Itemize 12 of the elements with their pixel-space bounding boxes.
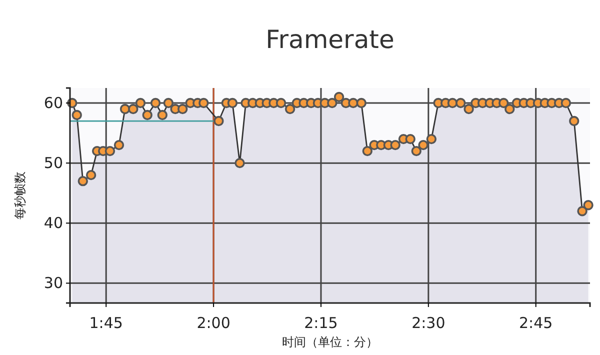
y-tick-label: 40 (44, 214, 63, 232)
y-tick-label: 30 (44, 274, 63, 292)
x-tick-label: 2:45 (519, 314, 553, 332)
x-tick-label: 2:30 (412, 314, 446, 332)
chart-title: Framerate (266, 25, 394, 54)
y-tick-label: 60 (44, 94, 63, 112)
y-axis-title: 每秒帧数 (13, 172, 27, 220)
x-tick-label: 2:15 (304, 314, 338, 332)
x-tick-label: 1:45 (89, 314, 123, 332)
x-axis-title: 时间（单位：分） (282, 335, 378, 349)
x-tick-label: 2:00 (196, 314, 230, 332)
y-tick-label: 50 (44, 154, 63, 172)
